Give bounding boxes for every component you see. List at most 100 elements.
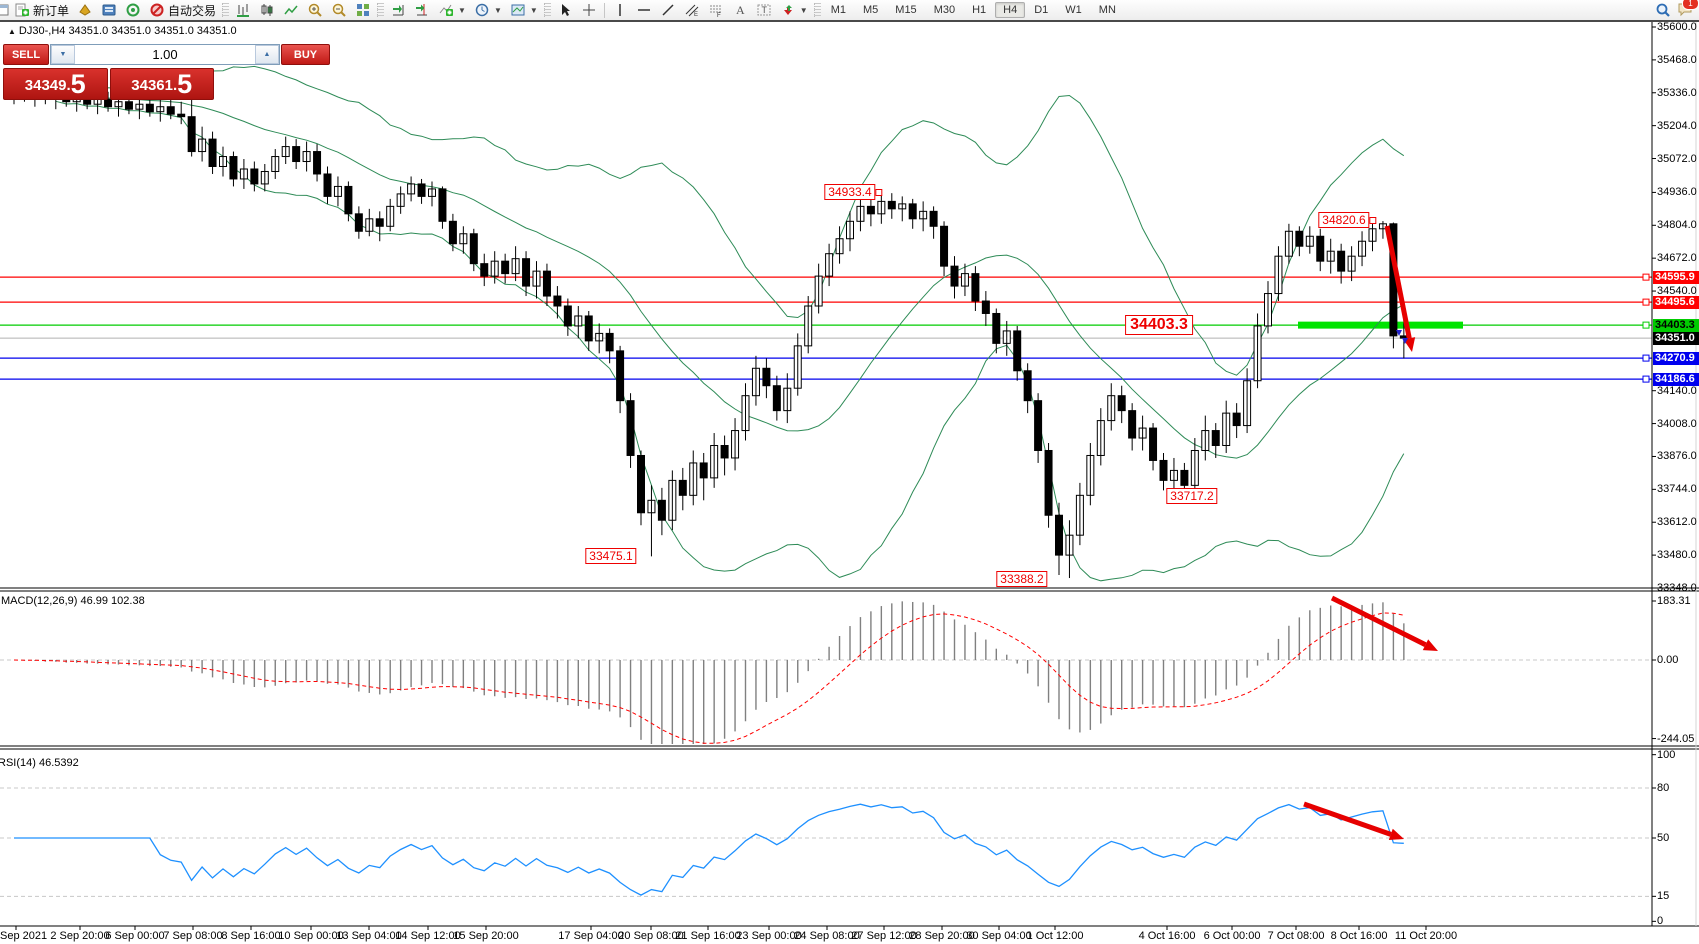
bar-chart-button[interactable] — [231, 1, 255, 19]
price-annotation[interactable]: 34933.4 — [824, 184, 884, 200]
price-annotation[interactable]: 33475.1 — [585, 548, 637, 564]
bollinger-band-line — [55, 93, 1405, 459]
time-axis-label: 14 Sep 12:00 — [395, 930, 461, 942]
volume-decrease-button[interactable]: ▼ — [51, 45, 75, 64]
volume-input[interactable] — [75, 45, 255, 64]
trend-arrow-head[interactable] — [1422, 639, 1438, 651]
text-label-tool-button[interactable]: T — [752, 1, 776, 19]
tile-windows-button[interactable] — [351, 1, 375, 19]
candle-chart-icon — [259, 2, 275, 18]
arrows-tool-button[interactable]: ▼ — [776, 1, 812, 19]
time-axis-label: 17 Sep 04:00 — [558, 930, 624, 942]
time-axis-label: 10 Sep 00:00 — [278, 930, 344, 942]
price-axis-tick: 33348.0 — [1657, 581, 1697, 594]
line-chart-icon — [283, 2, 299, 18]
data-window-button[interactable] — [121, 1, 145, 19]
trendline-tool-button[interactable] — [656, 1, 680, 19]
navigator-button[interactable] — [97, 1, 121, 19]
chart-window-icon[interactable] — [0, 2, 10, 18]
text-label-icon: T — [756, 2, 772, 18]
timeframe-w1[interactable]: W1 — [1065, 4, 1082, 16]
template-icon — [510, 2, 526, 18]
line-chart-button[interactable] — [279, 1, 303, 19]
buy-price-main: 34361 — [131, 77, 173, 94]
trend-arrow[interactable] — [1330, 595, 1427, 647]
chart-shift-button[interactable] — [410, 1, 434, 19]
rsi-axis-tick: 50 — [1657, 832, 1670, 844]
buy-price-panel[interactable]: 34361. 5 — [109, 68, 214, 100]
price-axis-tick: 34936.0 — [1657, 186, 1697, 199]
crosshair-tool-button[interactable] — [577, 1, 601, 19]
vertical-line-icon — [612, 2, 628, 18]
price-axis-tick: 35600.0 — [1657, 21, 1697, 33]
toolbar-drag-handle[interactable] — [813, 3, 821, 17]
new-order-button[interactable]: 新订单 — [10, 1, 73, 19]
hline-handle[interactable] — [1642, 273, 1650, 281]
indicators-menu-button[interactable]: ▼ — [434, 1, 470, 19]
timeframe-m30[interactable]: M30 — [933, 4, 956, 16]
autotrading-button[interactable]: 自动交易 — [145, 1, 220, 19]
trend-arrow[interactable] — [1384, 225, 1412, 339]
periods-menu-button[interactable]: ▼ — [470, 1, 506, 19]
price-axis-badge: 34351.0 — [1653, 331, 1699, 345]
sell-price-panel[interactable]: 34349. 5 — [3, 68, 108, 100]
expand-arrow-icon[interactable]: ▲ — [8, 27, 16, 36]
horizontal-line-tool-button[interactable] — [632, 1, 656, 19]
search-icon[interactable] — [1655, 2, 1671, 18]
candle-chart-button[interactable] — [255, 1, 279, 19]
macd-axis-tick: 0.00 — [1657, 654, 1679, 666]
hline-handle[interactable] — [1642, 321, 1650, 329]
templates-menu-button[interactable]: ▼ — [506, 1, 542, 19]
macd-indicator-label: MACD(12,26,9) 46.99 102.38 — [1, 595, 145, 607]
time-axis-label: 21 Sep 16:00 — [675, 930, 741, 942]
market-watch-button[interactable] — [73, 1, 97, 19]
timeframe-mn[interactable]: MN — [1098, 4, 1116, 16]
toolbar-divider — [0, 20, 1699, 22]
price-annotation[interactable]: 33717.2 — [1166, 488, 1218, 504]
timeframe-m1[interactable]: M1 — [830, 4, 846, 16]
toolbar-drag-handle[interactable] — [543, 3, 551, 17]
zoom-in-button[interactable] — [303, 1, 327, 19]
macd-axis-tick: 183.31 — [1657, 594, 1691, 607]
trend-arrow[interactable] — [1303, 801, 1392, 837]
symbol-ohlc-line: DJ30-,H4 34351.0 34351.0 34351.0 34351.0 — [18, 25, 237, 37]
timeframe-m15[interactable]: M15 — [895, 4, 917, 16]
toolbar-drag-handle[interactable] — [222, 3, 230, 17]
hline-handle[interactable] — [1642, 375, 1650, 383]
cursor-tool-button[interactable] — [553, 1, 577, 19]
price-annotation[interactable]: 33388.2 — [996, 571, 1048, 587]
chart-title: ▲ DJ30-,H4 34351.0 34351.0 34351.0 34351.… — [8, 25, 237, 37]
svg-text:E: E — [694, 12, 698, 18]
auto-scroll-button[interactable] — [386, 1, 410, 19]
volume-increase-button[interactable]: ▲ — [255, 45, 279, 64]
price-annotation[interactable]: 34403.3 — [1125, 315, 1193, 335]
vertical-line-tool-button[interactable] — [608, 1, 632, 19]
text-tool-button[interactable]: A — [728, 1, 752, 19]
timeframe-m5[interactable]: M5 — [863, 4, 879, 16]
autotrading-icon — [149, 2, 165, 18]
buy-button[interactable]: BUY — [281, 44, 330, 65]
channel-tool-button[interactable]: E — [680, 1, 704, 19]
time-axis-label: 28 Sep 20:00 — [909, 930, 975, 942]
sell-button[interactable]: SELL — [3, 44, 49, 65]
rsi-indicator-label: RSI(14) 46.5392 — [0, 757, 79, 769]
timeframe-h1[interactable]: H1 — [972, 4, 987, 16]
timeframe-h4[interactable]: H4 — [995, 2, 1026, 18]
time-axis-label: 7 Sep 08:00 — [163, 930, 223, 942]
hline-handle[interactable] — [1642, 354, 1650, 362]
timeframe-d1[interactable]: D1 — [1034, 4, 1049, 16]
price-axis-tick: 33612.0 — [1657, 516, 1697, 529]
hline-handle[interactable] — [1642, 298, 1650, 306]
fibonacci-tool-button[interactable]: F — [704, 1, 728, 19]
notifications-button[interactable]: 1 — [1677, 0, 1699, 20]
toolbar-drag-handle[interactable] — [377, 3, 385, 17]
price-annotation[interactable]: 34820.6 — [1318, 212, 1378, 228]
chart-shift-icon — [414, 2, 430, 18]
price-axis-tick: 34672.0 — [1657, 252, 1697, 265]
macd-signal-line — [13, 612, 1404, 744]
trend-arrow-head[interactable] — [1388, 828, 1404, 841]
price-axis-tick: 35204.0 — [1657, 119, 1697, 132]
time-axis-label: 13 Sep 04:00 — [336, 930, 402, 942]
zoom-out-button[interactable] — [327, 1, 351, 19]
